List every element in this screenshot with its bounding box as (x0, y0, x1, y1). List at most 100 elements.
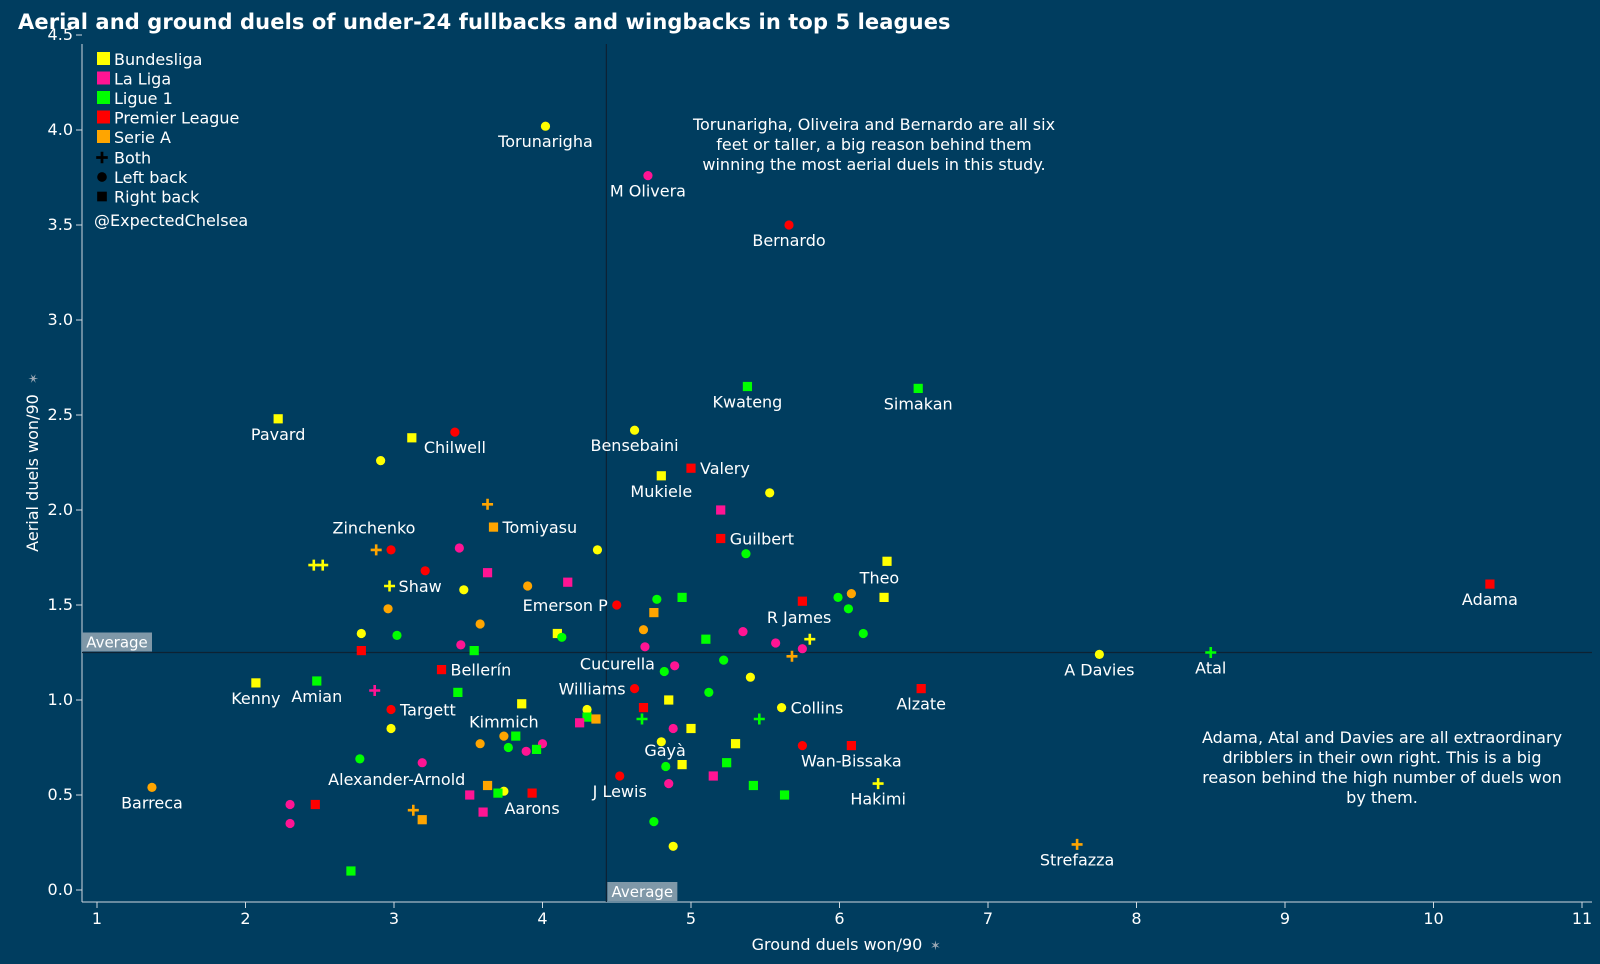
data-point (748, 780, 758, 791)
data-point (745, 672, 756, 682)
data-point (453, 687, 463, 697)
point-label: Hakimi (850, 790, 906, 809)
data-point (456, 640, 466, 650)
data-point (454, 543, 464, 553)
data-point (355, 754, 365, 764)
data-points (147, 121, 1495, 876)
point-label: Chilwell (424, 438, 486, 457)
data-point (436, 665, 447, 675)
data-point (771, 638, 781, 648)
credit-text: @ExpectedChelsea (94, 211, 248, 230)
x-tick-label: 8 (1131, 909, 1141, 928)
data-point (1485, 579, 1495, 589)
data-point (523, 581, 533, 591)
x-tick-label: 5 (686, 909, 696, 928)
legend-shape-icon (97, 191, 107, 202)
data-point (833, 592, 843, 603)
data-point (521, 746, 531, 756)
y-tick-label: 0.5 (48, 785, 73, 804)
axes-layer: 1 2 3 4 5 6 7 8 9 10 11 0.0 0.5 1.0 1.5 2.0 2.5 3.0 3.5 4.0… (23, 25, 1592, 954)
x-tick-label: 2 (240, 909, 250, 928)
y-tick-label: 4.5 (48, 25, 73, 44)
data-point (670, 661, 680, 671)
point-label: Torunarigha (497, 132, 593, 151)
point-label: M Olivera (610, 182, 686, 201)
point-label: Pavard (251, 425, 305, 444)
data-point (392, 630, 402, 641)
average-y-badge (82, 632, 152, 652)
point-label: Alzate (896, 695, 946, 714)
annotation-line: Torunarigha, Oliveira and Bernardo are a… (692, 115, 1055, 134)
data-point (638, 703, 649, 713)
data-point (701, 634, 711, 644)
point-label: Zinchenko (333, 519, 416, 538)
y-tick-label: 1.0 (48, 690, 73, 709)
point-label: Kenny (231, 689, 280, 708)
data-point (664, 695, 674, 705)
y-axis-title: Aerial duels won/90 (23, 394, 42, 552)
point-label: Cucurella (580, 655, 655, 674)
x-tick-label: 7 (983, 909, 993, 928)
data-point (310, 799, 320, 810)
data-point (517, 699, 527, 709)
data-point (612, 600, 622, 610)
annotations: Torunarigha, Oliveira and Bernardo are a… (692, 115, 1562, 807)
point-label: Mukiele (630, 482, 692, 501)
data-point (652, 594, 662, 604)
data-point (779, 790, 790, 800)
y-tick-label: 1.5 (48, 595, 73, 614)
data-point (582, 704, 592, 715)
x-tick-label: 10 (1423, 909, 1443, 928)
point-label: Kwateng (713, 393, 783, 412)
data-point (475, 619, 485, 629)
data-point (482, 498, 494, 510)
data-point (384, 580, 396, 592)
data-point (1071, 838, 1083, 850)
point-label: Williams (559, 680, 626, 699)
point-label: Wan-Bissaka (801, 752, 902, 771)
data-point (540, 121, 551, 131)
y-tick-label: 0.0 (48, 880, 73, 899)
data-point (858, 628, 868, 639)
data-point (741, 549, 751, 559)
data-point (677, 592, 687, 602)
data-point (563, 577, 573, 587)
data-point (615, 771, 625, 781)
annotation-line: by them. (1346, 788, 1418, 807)
data-point (285, 799, 295, 810)
data-point (804, 633, 816, 645)
point-label: Gayà (644, 741, 685, 760)
data-point (356, 628, 366, 639)
point-label: R James (767, 608, 832, 627)
point-label: J Lewis (592, 782, 647, 801)
data-point (482, 568, 493, 578)
data-point (356, 646, 366, 656)
data-point (417, 758, 427, 768)
x-tick-label: 1 (92, 909, 102, 928)
annotation-line: feet or taller, a big reason behind them (716, 135, 1031, 154)
data-point (285, 818, 295, 829)
point-label: Adama (1462, 590, 1518, 609)
point-labels: Torunarigha M Olivera Bernardo Kwateng Simak… (121, 132, 1518, 869)
legend-label: Left back (114, 168, 188, 187)
data-point (147, 782, 157, 793)
data-point (376, 456, 386, 466)
x-tick-label: 3 (389, 909, 399, 928)
data-point (656, 471, 666, 481)
x-tick-label: 9 (1280, 909, 1290, 928)
data-point (386, 704, 396, 715)
data-point (638, 625, 649, 635)
data-point (784, 220, 794, 230)
point-label: Amian (291, 687, 342, 706)
data-point (738, 627, 748, 637)
point-label: Alexander-Arnold (328, 770, 465, 789)
data-point (661, 761, 671, 772)
data-point (753, 713, 765, 725)
annotation-line: Adama, Atal and Davies are all extraordi… (1202, 728, 1562, 747)
y-tick-label: 4.0 (48, 120, 73, 139)
point-label: Emerson P (523, 596, 608, 615)
annotation-line: dribblers in their own right. This is a … (1223, 748, 1542, 767)
data-point (872, 778, 884, 790)
